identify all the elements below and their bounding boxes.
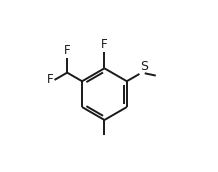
Text: F: F — [64, 44, 70, 57]
Text: F: F — [101, 38, 108, 51]
Text: S: S — [140, 60, 148, 73]
Text: F: F — [47, 73, 53, 86]
